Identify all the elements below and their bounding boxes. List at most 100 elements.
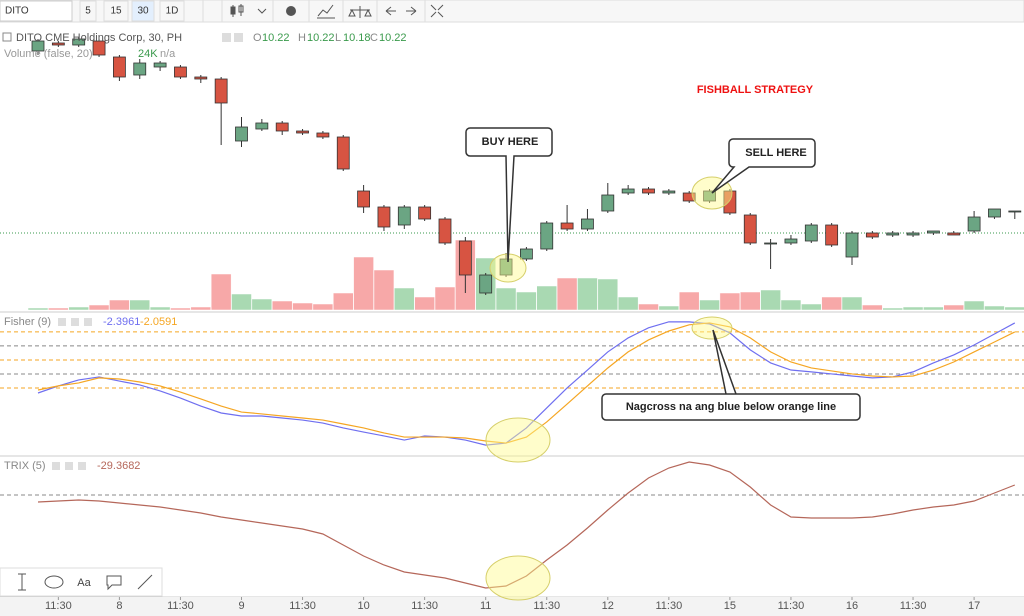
candle-body bbox=[72, 38, 86, 46]
candle-body bbox=[865, 232, 879, 238]
legends: DITO CME Holdings Corp, 30, PH Volume (f… bbox=[2, 32, 407, 472]
candle-body bbox=[31, 40, 45, 52]
tool-measure[interactable] bbox=[18, 573, 26, 591]
interval-label[interactable]: 30 bbox=[137, 6, 149, 17]
volume-bar bbox=[394, 287, 415, 311]
volume-ma: n/a bbox=[160, 48, 176, 60]
volume-bar bbox=[963, 300, 985, 311]
candle-body bbox=[377, 206, 391, 228]
candle-body bbox=[642, 188, 655, 194]
buy-callout bbox=[465, 127, 553, 263]
tool-trend[interactable] bbox=[137, 574, 153, 590]
volume-bar bbox=[984, 305, 1005, 311]
trix-label: TRIX (5) bbox=[4, 460, 46, 472]
interval-label[interactable]: 1D bbox=[166, 6, 179, 17]
toolbar-bg bbox=[0, 0, 1024, 23]
candle-body bbox=[581, 218, 594, 230]
volume-bar bbox=[1004, 306, 1024, 311]
volume-bar bbox=[617, 296, 639, 311]
drawing-toolbar-bg bbox=[0, 567, 163, 597]
x-tick-label: 11:30 bbox=[655, 600, 682, 612]
candle-body bbox=[947, 232, 961, 236]
legend-icon[interactable] bbox=[52, 462, 60, 470]
volume-bar bbox=[414, 296, 435, 311]
volume-bar bbox=[516, 291, 537, 311]
fisher-line bbox=[37, 322, 1016, 444]
tool-text[interactable]: Aa bbox=[77, 577, 91, 589]
tool-callout[interactable] bbox=[106, 575, 122, 591]
candle-body bbox=[275, 122, 289, 132]
x-tick-label: 10 bbox=[357, 600, 369, 612]
symbol[interactable]: DITO bbox=[5, 6, 29, 17]
volume-label: Volume (false, 20) bbox=[4, 48, 93, 60]
x-tick-label: 11:30 bbox=[45, 600, 72, 612]
interval-button[interactable] bbox=[79, 0, 97, 22]
legend-icon[interactable] bbox=[222, 33, 231, 42]
candle-body bbox=[967, 216, 981, 232]
candle-body bbox=[92, 40, 106, 56]
plot bbox=[0, 37, 1024, 589]
ohlc-value: 10.22 bbox=[379, 32, 407, 44]
x-tick-label: 17 bbox=[968, 600, 980, 612]
trix-line bbox=[37, 461, 1016, 589]
volume-bar bbox=[943, 304, 964, 311]
volume-bar bbox=[129, 299, 150, 311]
candle-body bbox=[784, 238, 798, 244]
candle-body bbox=[336, 136, 350, 170]
interval-button[interactable] bbox=[131, 0, 155, 22]
volume-bar bbox=[312, 303, 334, 311]
candle-body bbox=[764, 242, 777, 245]
legend-icon[interactable] bbox=[78, 462, 86, 470]
candle-body bbox=[906, 232, 920, 236]
volume-bar bbox=[699, 299, 720, 311]
candle-body bbox=[621, 188, 635, 194]
cross-text: Nagcross na ang blue below orange line bbox=[626, 401, 836, 413]
volume-bar bbox=[353, 256, 374, 311]
symbol-input[interactable] bbox=[0, 0, 73, 22]
toolbar-icons bbox=[202, 0, 444, 22]
candle-body bbox=[255, 122, 269, 130]
x-axis-bg bbox=[0, 597, 1024, 616]
legend-icon[interactable] bbox=[84, 318, 92, 326]
legend-icon[interactable] bbox=[71, 318, 79, 326]
candle-body bbox=[51, 42, 65, 46]
legend-icon[interactable] bbox=[58, 318, 66, 326]
volume-bar bbox=[495, 287, 517, 311]
volume-bar bbox=[780, 299, 802, 311]
x-tick-label: 11:30 bbox=[533, 600, 560, 612]
legend-icon[interactable] bbox=[234, 33, 243, 42]
ohlc-value: 10.22 bbox=[307, 32, 335, 44]
candle-body bbox=[153, 62, 167, 68]
volume-bar bbox=[862, 304, 883, 311]
volume-bar bbox=[434, 286, 456, 311]
interval-label[interactable]: 5 bbox=[85, 6, 91, 17]
candle-body bbox=[825, 224, 839, 246]
candle-body bbox=[357, 190, 371, 208]
x-tick-label: 15 bbox=[724, 600, 736, 612]
ohlc-label: L bbox=[335, 32, 341, 44]
buy-text: BUY HERE bbox=[482, 136, 539, 148]
ohlc-value: 10.18 bbox=[343, 32, 371, 44]
interval-label[interactable]: 15 bbox=[110, 6, 122, 17]
highlight bbox=[691, 316, 733, 340]
interval-button[interactable] bbox=[159, 0, 185, 22]
volume-bar bbox=[149, 306, 171, 311]
volume-bar bbox=[760, 289, 781, 311]
volume-bar bbox=[882, 307, 903, 311]
x-tick-label: 11:30 bbox=[411, 600, 438, 612]
candle-body bbox=[438, 218, 452, 244]
x-tick-label: 16 bbox=[846, 600, 858, 612]
legend-icon[interactable] bbox=[65, 462, 73, 470]
collapse-icon[interactable] bbox=[2, 32, 12, 42]
candle-body bbox=[133, 62, 147, 76]
volume-bar bbox=[719, 292, 741, 311]
volume-bar bbox=[333, 292, 354, 311]
highlight bbox=[485, 417, 551, 463]
tool-ellipse[interactable] bbox=[44, 575, 64, 589]
candle-body bbox=[113, 56, 126, 78]
candle-body bbox=[479, 274, 493, 294]
volume-bar bbox=[27, 307, 49, 311]
interval-button[interactable] bbox=[103, 0, 129, 22]
x-tick-label: 11:30 bbox=[289, 600, 316, 612]
